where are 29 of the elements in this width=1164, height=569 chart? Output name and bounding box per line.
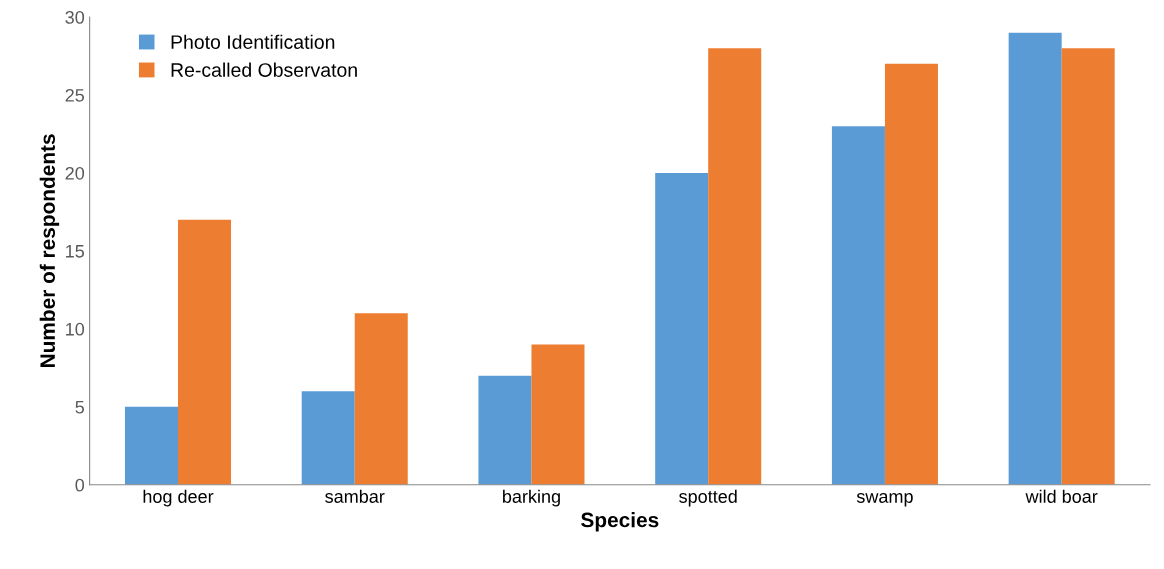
bar: [1061, 48, 1115, 485]
bar: [478, 375, 532, 485]
bar: [301, 391, 355, 485]
y-tick-label: 15: [66, 245, 85, 258]
y-tick-label: 5: [75, 400, 85, 414]
x-axis-title: Species: [581, 512, 659, 532]
bar: [531, 344, 585, 485]
y-tick-label: 0: [75, 478, 85, 492]
y-tick-label: 10: [66, 322, 85, 336]
y-tick-label: 30: [65, 11, 85, 24]
bar: [354, 313, 408, 485]
x-tick-label: wild boar: [1025, 489, 1098, 503]
y-tick-label: 20: [65, 166, 85, 180]
bar: [1008, 32, 1062, 485]
y-axis-title: Number of respondents: [39, 134, 60, 368]
legend-label: Re-called Observaton: [171, 62, 357, 77]
legend-label: Photo Identification: [171, 34, 335, 49]
bar: [884, 63, 938, 485]
x-tick-label: spotted: [679, 489, 737, 507]
x-tick-label: swamp: [856, 493, 913, 507]
bar: [177, 219, 232, 485]
y-tick-label: 25: [65, 88, 85, 102]
bar: [655, 172, 709, 485]
bar: [708, 48, 762, 485]
bar: [124, 406, 178, 485]
x-tick-label: sambar: [325, 489, 385, 503]
x-tick-label: barking: [503, 489, 560, 507]
x-tick-label: hog deer: [143, 489, 214, 507]
bar: [831, 126, 885, 485]
